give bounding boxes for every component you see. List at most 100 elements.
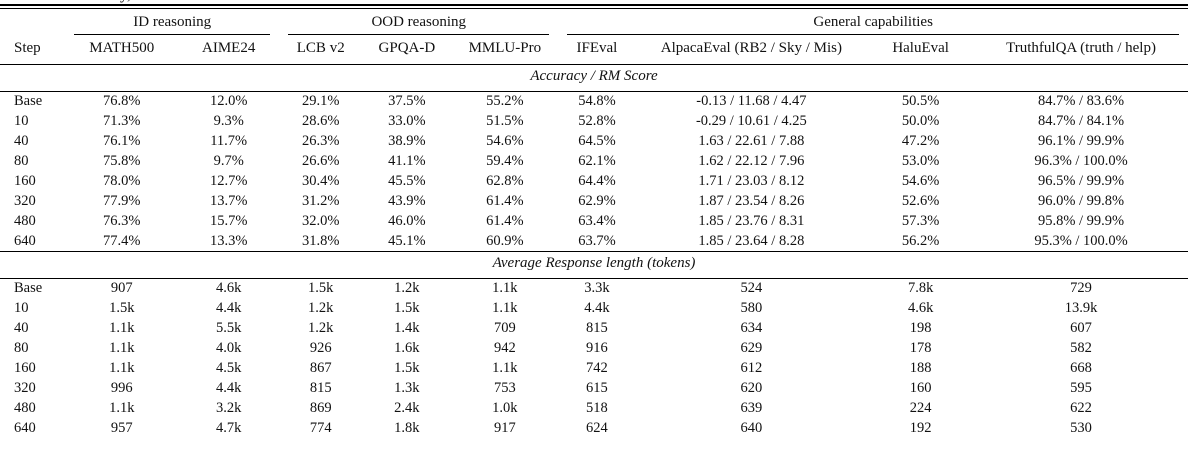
col-header-gpqa-d: GPQA-D — [362, 35, 452, 65]
value-cell: 96.0% / 99.8% — [1037, 193, 1125, 209]
value-cell: 64.4% — [578, 173, 616, 189]
value-cell: 28.6% — [302, 113, 340, 129]
value-cell: 524 — [740, 280, 763, 297]
value-cell: 774 — [309, 420, 332, 436]
group-header-general-capabilities: General capabilities — [558, 9, 1188, 35]
value-cell: 63.4% — [578, 213, 616, 229]
column-header-row: Step MATH500 AIME24 LCB v2 GPQA-D MMLU-P… — [0, 35, 1188, 65]
value-cell: 56.2% — [901, 232, 940, 249]
value-cell: 77.9% — [103, 193, 141, 209]
step-cell: 640 — [14, 232, 36, 249]
value-cell: 50.0% — [901, 113, 940, 129]
value-cell: 615 — [586, 380, 608, 396]
value-cell: -0.13 / 11.68 / 4.47 — [696, 93, 807, 110]
step-cell: 80 — [14, 153, 29, 169]
value-cell: 61.4% — [486, 213, 524, 229]
value-cell: 95.3% / 100.0% — [1034, 232, 1128, 249]
value-cell: 62.8% — [486, 173, 524, 189]
step-cell: 10 — [14, 300, 29, 316]
value-cell: 54.6% — [901, 173, 940, 189]
value-cell: 15.7% — [209, 213, 248, 229]
value-cell: 1.5k — [308, 280, 334, 297]
value-cell: 907 — [110, 280, 133, 297]
table-row: 320 996 4.4k 815 1.3k 753 615 620 160 595 — [0, 379, 1188, 399]
value-cell: 1.2k — [308, 300, 334, 316]
value-cell: 54.8% — [578, 93, 616, 110]
value-cell: 942 — [493, 340, 516, 356]
value-cell: 622 — [1070, 400, 1092, 416]
value-cell: 4.7k — [215, 420, 242, 436]
value-cell: 78.0% — [103, 173, 141, 189]
table-row: 640 77.4% 13.3% 31.8% 45.1% 60.9% 63.7% 1.85 / … — [0, 232, 1188, 252]
value-cell: 61.4% — [486, 193, 524, 209]
step-cell: 480 — [14, 400, 36, 416]
table-row: 10 71.3% 9.3% 28.6% 33.0% 51.5% 52.8% -0.29 / 1… — [0, 112, 1188, 132]
value-cell: 742 — [586, 360, 608, 376]
value-cell: 7.8k — [907, 280, 934, 297]
value-cell: 640 — [740, 420, 763, 436]
table-section-0: Accuracy / RM Score Base 76.8% 12.0% 29.1% 37… — [0, 64, 1188, 252]
value-cell: 57.3% — [901, 213, 940, 229]
value-cell: 84.7% / 84.1% — [1037, 113, 1125, 129]
step-cell: 160 — [14, 360, 36, 376]
value-cell: 63.7% — [578, 232, 616, 249]
value-cell: 1.63 / 22.61 / 7.88 — [698, 133, 805, 149]
value-cell: 71.3% — [103, 113, 141, 129]
value-cell: 530 — [1070, 420, 1092, 436]
results-table: ID reasoning OOD reasoning General capab… — [0, 8, 1188, 439]
col-header-halueval: HaluEval — [867, 35, 975, 65]
value-cell: 1.85 / 23.64 / 8.28 — [698, 232, 805, 249]
value-cell: 5.5k — [215, 320, 242, 336]
group-header-ood-reasoning: OOD reasoning — [279, 9, 558, 35]
value-cell: 77.4% — [103, 232, 141, 249]
section-title-row: Accuracy / RM Score — [0, 64, 1188, 92]
value-cell: 9.3% — [213, 113, 244, 129]
value-cell: 957 — [110, 420, 133, 436]
step-cell: 320 — [14, 380, 36, 396]
value-cell: 52.6% — [901, 193, 940, 209]
value-cell: 13.9k — [1064, 300, 1098, 316]
value-cell: 62.9% — [578, 193, 616, 209]
value-cell: 1.8k — [394, 420, 420, 436]
value-cell: 1.1k — [492, 300, 518, 316]
value-cell: 1.0k — [492, 400, 518, 416]
value-cell: 31.8% — [302, 232, 340, 249]
value-cell: 46.0% — [388, 213, 426, 229]
group-label: General capabilities — [567, 14, 1179, 35]
value-cell: 668 — [1070, 360, 1092, 376]
value-cell: 1.5k — [109, 300, 135, 316]
value-cell: 84.7% / 83.6% — [1037, 93, 1125, 110]
group-header-empty — [0, 9, 65, 36]
value-cell: 13.7% — [209, 193, 248, 209]
col-header-aime24: AIME24 — [178, 35, 280, 65]
value-cell: 4.4k — [584, 300, 610, 316]
results-table-wrapper: ID reasoning OOD reasoning General capab… — [0, 4, 1188, 439]
column-group-row: ID reasoning OOD reasoning General capab… — [0, 9, 1188, 36]
value-cell: 2.4k — [394, 400, 420, 416]
value-cell: 1.6k — [394, 340, 420, 356]
value-cell: 1.87 / 23.54 / 8.26 — [698, 193, 805, 209]
table-row: Base 907 4.6k 1.5k 1.2k 1.1k 3.3k 524 7.8k 729 — [0, 279, 1188, 299]
table-row: 80 1.1k 4.0k 926 1.6k 942 916 629 178 582 — [0, 339, 1188, 359]
table-row: 160 1.1k 4.5k 867 1.5k 1.1k 742 612 188 668 — [0, 359, 1188, 379]
value-cell: 76.3% — [103, 213, 141, 229]
group-label: ID reasoning — [74, 14, 271, 35]
value-cell: 4.6k — [215, 280, 242, 297]
table-row: 480 76.3% 15.7% 32.0% 46.0% 61.4% 63.4% 1.85 / … — [0, 212, 1188, 232]
value-cell: -0.29 / 10.61 / 4.25 — [695, 113, 807, 129]
value-cell: 38.9% — [388, 133, 426, 149]
value-cell: 869 — [309, 400, 332, 416]
col-header-step: Step — [0, 35, 66, 65]
table-row: 480 1.1k 3.2k 869 2.4k 1.0k 518 639 224 622 — [0, 399, 1188, 419]
value-cell: 96.5% / 99.9% — [1037, 173, 1125, 189]
value-cell: 1.1k — [109, 360, 135, 376]
col-header-truthfulqa: TruthfulQA (truth / help) — [974, 35, 1188, 65]
step-cell: 40 — [14, 320, 29, 336]
value-cell: 1.1k — [109, 320, 135, 336]
value-cell: 45.5% — [388, 173, 426, 189]
col-header-lcb-v2: LCB v2 — [279, 35, 363, 65]
value-cell: 32.0% — [302, 213, 340, 229]
step-cell: 640 — [14, 420, 36, 436]
value-cell: 582 — [1070, 340, 1092, 356]
